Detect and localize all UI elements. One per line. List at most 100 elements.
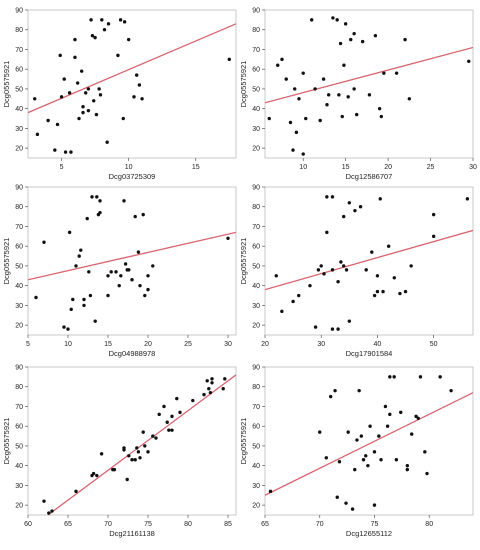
data-point: [227, 57, 231, 62]
data-point: [352, 87, 356, 91]
data-point: [109, 270, 113, 274]
data-point: [210, 377, 214, 381]
data-point: [85, 216, 89, 221]
data-point: [398, 291, 402, 296]
y-tick-label: 20: [15, 503, 23, 510]
x-tick-label: 65: [261, 521, 269, 528]
data-point: [90, 195, 94, 199]
data-point: [355, 438, 359, 442]
data-point: [105, 140, 109, 144]
data-point: [118, 18, 123, 22]
data-point: [146, 287, 150, 292]
y-tick-label: 70: [15, 47, 23, 54]
data-point: [191, 398, 195, 403]
data-point: [379, 114, 384, 119]
data-point: [336, 327, 340, 331]
data-point: [205, 379, 209, 383]
data-point: [86, 87, 91, 91]
y-tick-label: 80: [15, 27, 23, 34]
data-point: [33, 97, 37, 101]
data-point: [318, 118, 322, 123]
y-tick-label: 80: [252, 27, 260, 34]
x-tick-label: 70: [104, 521, 112, 528]
data-point: [81, 110, 85, 115]
x-tick-label: 30: [469, 164, 477, 171]
data-point: [394, 458, 399, 462]
scatter-panel-2: 20 30 40 50 60 70 80 90 10 15 20 25 30 Dcg12586707 Dcg…: [239, 8, 477, 182]
data-point: [130, 278, 134, 282]
x-axis-label: Dcg17901584: [346, 349, 393, 358]
data-point: [333, 388, 337, 393]
y-tick-label: 70: [15, 224, 23, 231]
data-point: [62, 77, 66, 81]
y-tick-label: 20: [252, 503, 260, 510]
data-point: [405, 463, 410, 468]
data-point: [208, 390, 213, 395]
x-tick-label: 70: [316, 521, 324, 528]
data-point: [50, 509, 54, 513]
y-tick-label: 30: [252, 483, 260, 490]
data-point: [100, 18, 104, 22]
data-point: [276, 63, 280, 67]
data-point: [89, 18, 93, 22]
data-point: [87, 270, 91, 274]
x-tick-label: 80: [184, 521, 192, 528]
y-tick-label: 90: [15, 185, 23, 192]
data-point: [79, 69, 84, 73]
data-point: [407, 97, 412, 101]
data-point: [99, 452, 104, 456]
data-point: [143, 444, 147, 448]
data-point: [319, 264, 323, 268]
data-point: [325, 230, 329, 235]
x-tick-label: 30: [224, 341, 232, 348]
data-point: [342, 214, 346, 219]
x-tick-label: 80: [425, 521, 433, 528]
data-point: [102, 28, 107, 32]
y-tick-label: 40: [252, 283, 260, 290]
data-point: [375, 274, 380, 278]
y-tick-label: 20: [15, 146, 23, 153]
data-point: [221, 387, 225, 391]
data-point: [349, 37, 353, 42]
data-point: [35, 132, 40, 137]
x-axis-label: Dcg03725309: [109, 172, 156, 181]
data-point: [431, 234, 436, 239]
data-point: [414, 414, 418, 419]
data-point: [207, 387, 211, 391]
data-point: [372, 503, 377, 507]
y-tick-label: 90: [15, 365, 23, 372]
data-point: [340, 114, 344, 119]
data-point: [202, 392, 206, 397]
data-point: [154, 436, 158, 440]
x-axis-label: Dcg21161138: [109, 529, 155, 538]
data-point: [280, 309, 284, 314]
x-tick-label: 20: [261, 341, 269, 348]
data-point: [382, 71, 386, 75]
data-point: [377, 106, 382, 111]
y-tick-label: 60: [252, 244, 260, 251]
data-point: [313, 87, 317, 91]
data-point: [347, 201, 352, 205]
data-point: [372, 450, 377, 454]
data-point: [346, 430, 350, 434]
data-point: [58, 53, 62, 58]
data-point: [53, 148, 57, 152]
data-point: [146, 450, 150, 454]
data-point: [122, 199, 126, 203]
data-point: [381, 289, 385, 294]
data-point: [77, 116, 81, 121]
data-point: [325, 195, 329, 199]
data-point: [175, 396, 179, 401]
data-point: [316, 268, 321, 272]
y-tick-label: 40: [15, 283, 23, 290]
data-point: [354, 112, 359, 117]
x-tick-label: 75: [371, 521, 379, 528]
data-point: [409, 432, 414, 436]
data-point: [165, 420, 169, 424]
data-point: [326, 93, 331, 97]
data-point: [66, 327, 70, 331]
data-point: [274, 274, 278, 278]
data-point: [293, 87, 297, 91]
y-tick-label: 30: [252, 126, 260, 133]
